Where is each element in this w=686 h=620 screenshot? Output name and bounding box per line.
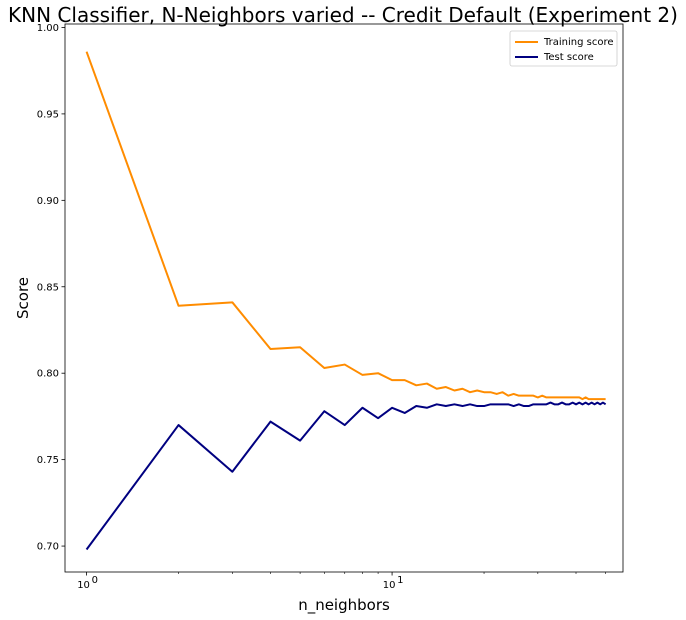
- legend: Training score Test score: [509, 30, 618, 67]
- series-layer: [85, 51, 607, 551]
- x-tick-exponent: 1: [397, 575, 403, 586]
- series-line-test: [85, 401, 607, 551]
- x-tick-exponent: 0: [92, 575, 98, 586]
- x-axis-label: n_neighbors: [298, 596, 390, 615]
- x-tick-label: 10: [383, 580, 396, 591]
- series-line-training: [85, 51, 606, 401]
- y-tick-label: 0.80: [37, 369, 59, 380]
- y-tick-label: 0.95: [37, 109, 59, 120]
- y-tick-label: 0.75: [37, 455, 59, 466]
- legend-label-training: Training score: [543, 37, 614, 48]
- y-tick-label: 0.90: [37, 196, 59, 207]
- legend-label-test: Test score: [543, 52, 594, 63]
- y-tick-label: 1.00: [37, 23, 59, 34]
- chart-title: KNN Classifier, N-Neighbors varied -- Cr…: [8, 3, 678, 27]
- y-tick-label: 0.85: [37, 282, 59, 293]
- x-tick-label: 10: [77, 580, 90, 591]
- y-tick-label: 0.70: [37, 542, 59, 553]
- x-axis: 10 0 10 1: [77, 572, 606, 591]
- y-axis-label: Score: [14, 277, 32, 319]
- plot-frame: [64, 23, 624, 573]
- y-axis: 0.70 0.75 0.80 0.85 0.90 0.95 1.00: [37, 23, 65, 553]
